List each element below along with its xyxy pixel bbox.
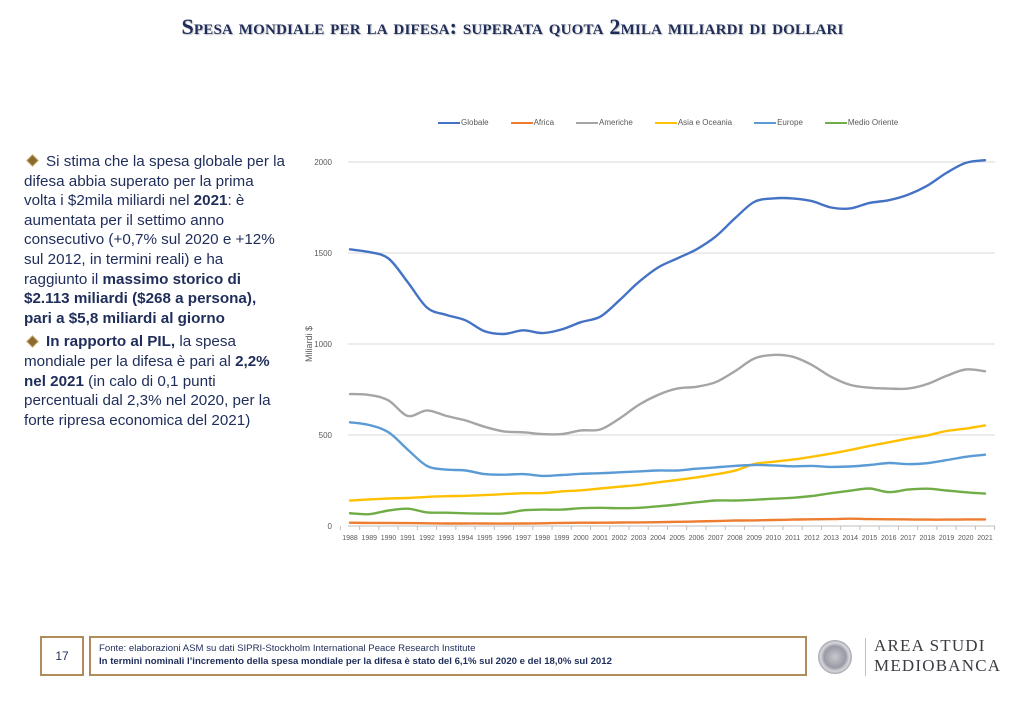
x-tick-label: 1994 [458,535,474,542]
bullet-text-bold: 2021 [193,192,228,210]
x-tick-label: 2009 [746,535,762,542]
page-number: 17 [40,636,84,676]
series-line-europe [348,421,987,478]
logo-line-1: AREA STUDI [874,636,986,655]
legend-item-africa: Africa [510,118,555,127]
y-tick-label: 2000 [314,158,332,167]
x-tick-label: 2006 [689,535,705,542]
x-tick-label: 2015 [862,535,878,542]
page-title: Spesa mondiale per la difesa: superata q… [181,14,844,39]
x-tick-label: 2013 [823,535,839,542]
footer-note-box: Fonte: elaborazioni ASM su dati SIPRI-St… [89,636,807,676]
legend-label: Globale [461,118,489,127]
x-tick-label: 2010 [766,535,782,542]
x-tick-label: 2000 [573,535,589,542]
bullet-text-bold: 2,2% nel 2021 [24,352,270,390]
x-tick-label: 1991 [400,535,416,542]
legend-item-asia-e-oceania: Asia e Oceania [654,118,733,127]
legend-swatch [576,121,599,124]
x-tick-label: 1988 [342,535,358,542]
x-tick-label: 2002 [612,535,628,542]
line-chart: Globale Africa Americhe Asia e Oceania Europ… [290,110,1010,550]
bullet-text: la spesa mondiale per la difesa è pari a… [24,333,236,370]
bullet-text-bold: massimo storico di $2.113 miliardi ($268… [24,270,257,327]
series-line-africa [348,517,987,525]
x-tick-label: 2014 [843,535,859,542]
legend-item-globale: Globale [438,118,489,127]
bullet-text-bold: In rapporto al PIL, [46,333,176,351]
logo-line-2: MEDIOBANCA [874,656,1002,675]
legend-item-europe: Europe [754,118,803,127]
legend-swatch [654,121,677,124]
legend-swatch [510,121,533,124]
bullet-text: : è aumentata per il settimo anno consec… [24,192,275,288]
x-tick-label: 1989 [361,535,377,542]
bullet-text: Si stima che la spesa globale per la dif… [24,153,285,210]
source-note: Fonte: elaborazioni ASM su dati SIPRI-St… [99,643,476,654]
x-tick-label: 1999 [554,535,570,542]
series-line-medio-oriente [348,487,987,516]
x-tick-label: 2001 [592,535,608,542]
y-axis-label: Miliardi $ [304,326,314,362]
x-tick-label: 2007 [708,535,724,542]
series-line-asia-e-oceania [348,424,987,502]
logo-divider [865,638,866,676]
x-tick-label: 2012 [804,535,820,542]
diamond-bullet-icon [27,156,38,166]
x-tick-label: 1996 [496,535,512,542]
legend-label: Americhe [599,118,633,127]
x-tick-label: 1990 [381,535,397,542]
y-tick-label: 1500 [314,249,332,258]
legend-label: Europe [777,118,803,127]
x-tick-label: 2018 [919,535,935,542]
x-tick-label: 1997 [515,535,531,542]
x-tick-label: 1998 [535,535,551,542]
bullet-text: (in calo di 0,1 punti percentuali dal 2,… [24,372,271,429]
x-tick-label: 2005 [669,535,685,542]
diamond-bullet-icon [27,336,38,347]
bullet-item: Si stima che la spesa globale per la dif… [24,152,286,328]
x-tick-label: 1992 [419,535,435,542]
x-tick-label: 2017 [900,535,916,542]
legend-label: Asia e Oceania [677,118,733,127]
chart-legend: Globale Africa Americhe Asia e Oceania Europ… [438,118,898,127]
series-line-globale [348,159,987,336]
y-tick-label: 0 [328,522,333,531]
legend-swatch [824,121,847,124]
x-tick-label: 2016 [881,535,897,542]
x-tick-label: 2008 [727,535,743,542]
series-line-americhe [348,353,987,436]
x-tick-label: 2003 [631,535,647,542]
x-tick-label: 1995 [477,535,493,542]
legend-swatch [438,121,460,124]
y-tick-label: 500 [319,431,333,440]
legend-label: Africa [533,118,555,127]
legend-swatch [754,121,777,124]
x-tick-label: 2011 [785,535,800,542]
x-tick-label: 2021 [977,535,993,542]
bullet-item: In rapporto al PIL, la spesa mondiale pe… [24,332,286,430]
x-tick-label: 1993 [438,535,454,542]
legend-item-americhe: Americhe [576,118,633,127]
seal-icon [818,640,852,674]
x-tick-label: 2019 [939,535,955,542]
area-studi-mediobanca-logo: AREA STUDI MEDIOBANCA [818,636,1008,682]
x-tick-label: 2004 [650,535,666,542]
bullet-list: Si stima che la spesa globale per la dif… [24,152,286,434]
legend-label: Medio Oriente [847,118,899,127]
nominal-note: In termini nominali l’incremento della s… [99,656,612,667]
x-tick-label: 2020 [958,535,974,542]
y-tick-label: 1000 [314,340,332,349]
legend-item-medio-oriente: Medio Oriente [824,118,899,127]
